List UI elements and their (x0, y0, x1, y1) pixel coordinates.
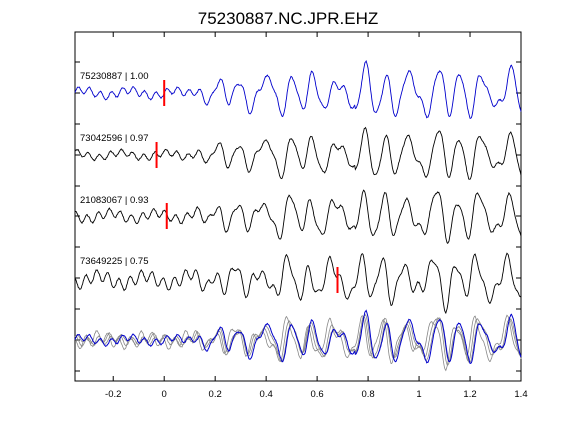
trace-label-75230887: 75230887 | 1.00 (80, 71, 149, 82)
trace-line-73649225 (74, 252, 522, 315)
x-tick-label: 1.4 (514, 389, 527, 400)
trace-line-21083067 (74, 189, 522, 244)
x-tick-label: 0.8 (361, 389, 374, 400)
x-tick-label: -0.2 (105, 389, 121, 400)
y-axis-ticks (75, 61, 521, 372)
stack-line-75230887 (74, 309, 522, 364)
trace-labels: 75230887 | 1.00 73042596 | 0.97 21083067 |… (80, 71, 149, 267)
plot-frame (74, 31, 522, 382)
trace-label-73042596: 73042596 | 0.97 (80, 133, 149, 144)
x-tick-label: 0 (162, 389, 167, 400)
trace-line-75230887 (74, 59, 522, 119)
x-tick-label: 1 (416, 389, 421, 400)
trace-label-21083067: 21083067 | 0.93 (80, 195, 149, 206)
x-tick-label: 0.2 (209, 389, 222, 400)
x-tick-label: 1.2 (463, 389, 476, 400)
trace-line-73042596 (74, 126, 522, 180)
chart-title: 75230887.NC.JPR.EHZ (198, 9, 378, 28)
stack-line-21083067 (74, 315, 522, 366)
x-tick-label: 0.6 (311, 389, 324, 400)
trace-label-73649225: 73649225 | 0.75 (80, 256, 149, 267)
pick-markers (155, 80, 339, 293)
waveform-traces (74, 59, 522, 315)
stacked-overlay (74, 309, 522, 372)
x-axis-ticks: -0.2 0 0.2 0.4 0.6 0.8 1 1.2 1.4 (105, 32, 528, 400)
stack-line-73649225 (74, 314, 522, 372)
x-tick-label: 0.4 (260, 389, 273, 400)
